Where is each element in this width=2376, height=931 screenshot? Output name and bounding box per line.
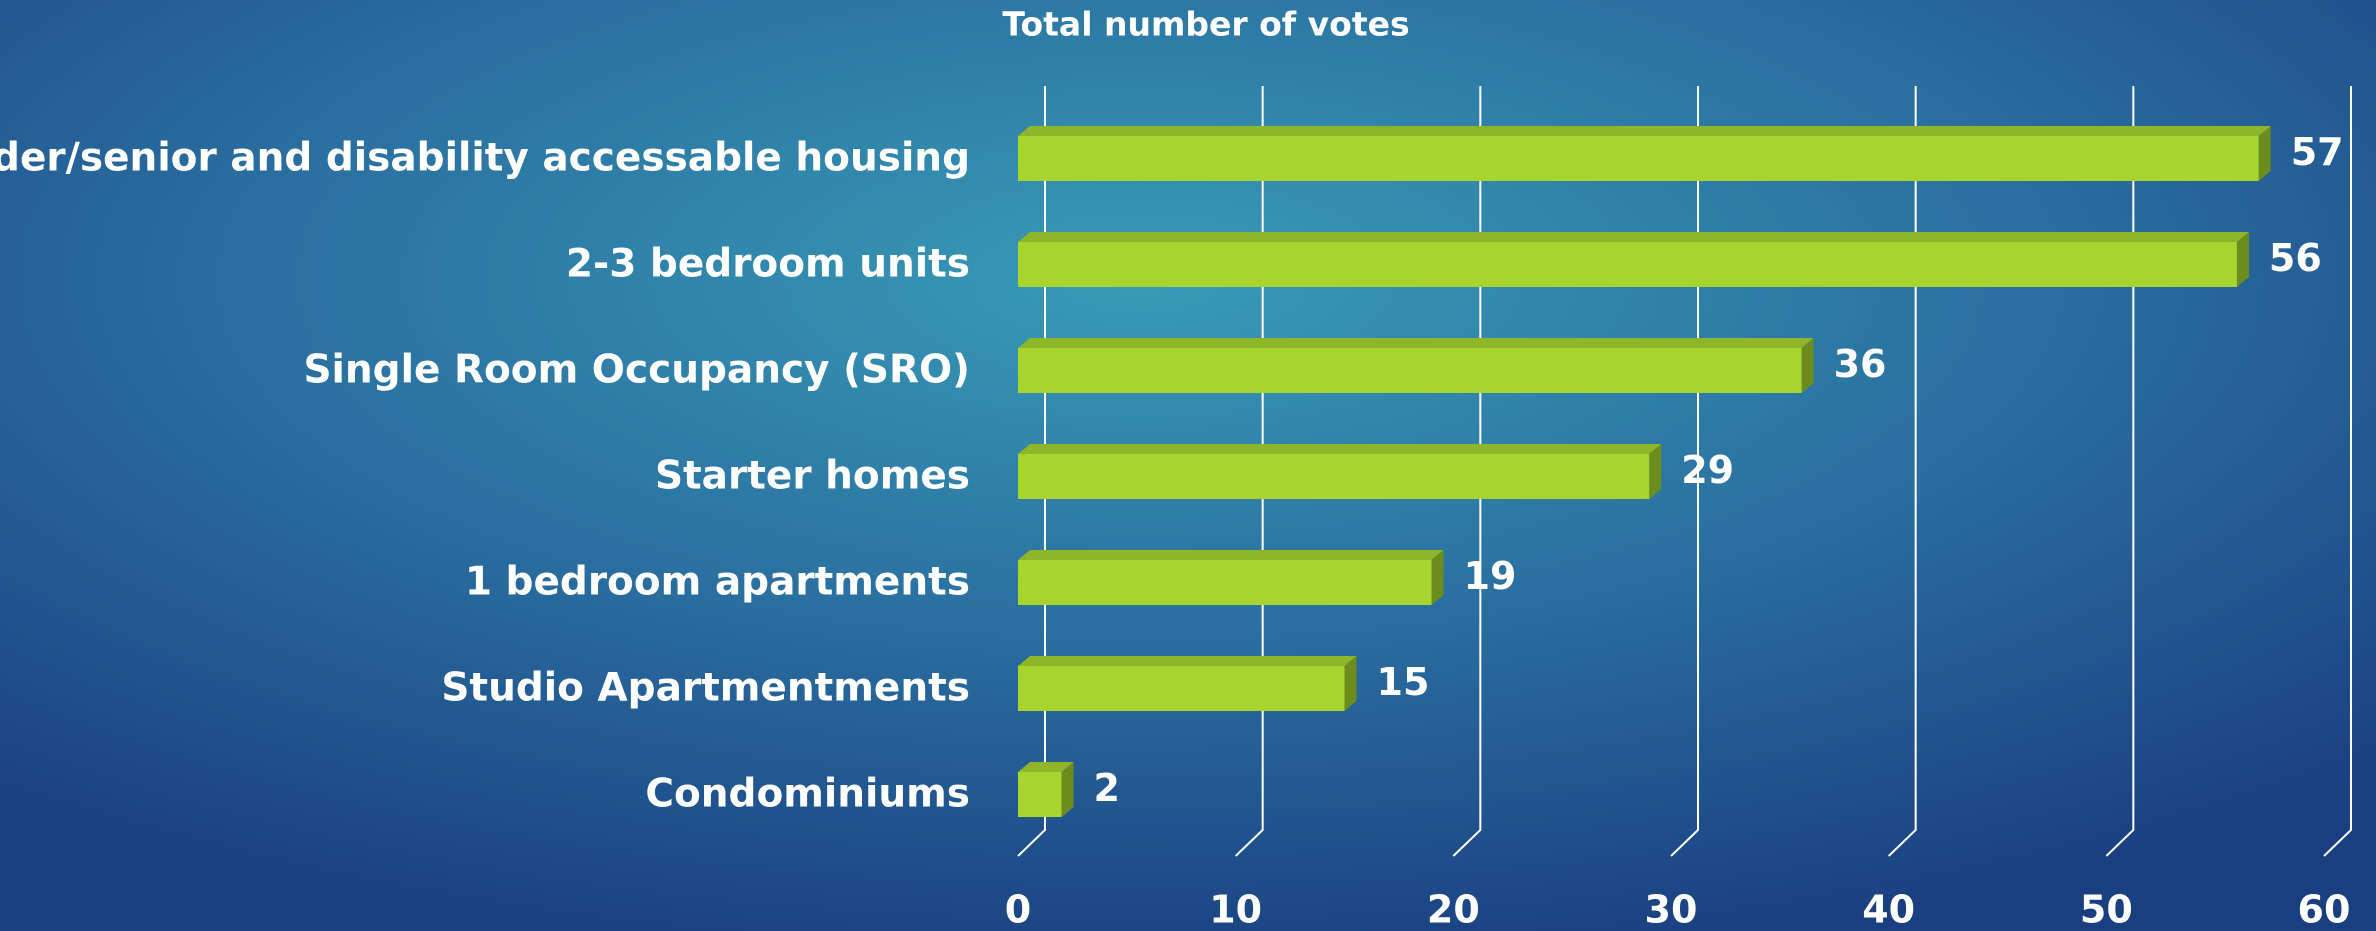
bar-side	[1061, 762, 1074, 817]
y-tick-label: Single Room Occupancy (SRO)	[303, 348, 970, 393]
bar-top	[1018, 126, 2271, 136]
y-tick-label: 1 bedroom apartments	[465, 560, 970, 605]
x-tick-label: 10	[1209, 888, 1262, 931]
bar	[1018, 348, 1802, 393]
grid-line	[1670, 86, 1699, 857]
value-label: 19	[1464, 554, 1517, 598]
grid-line	[2323, 86, 2352, 857]
bar-top	[1018, 762, 1074, 772]
grid-line	[1017, 86, 1046, 857]
bar	[1018, 560, 1432, 605]
bar-top	[1018, 338, 1814, 348]
x-tick-label: 50	[2080, 888, 2133, 931]
x-tick-label: 0	[1005, 888, 1031, 931]
grid-line	[1234, 86, 1264, 857]
bar	[1018, 454, 1650, 499]
value-label: 29	[1681, 448, 1734, 492]
value-label: 56	[2269, 236, 2322, 280]
grid-line	[1887, 86, 1917, 857]
chart-title: Total number of votes	[1002, 5, 1409, 44]
value-label: 2	[1094, 766, 1120, 810]
bar	[1018, 136, 2259, 181]
y-tick-label: Starter homes	[655, 454, 970, 499]
bar-side	[1344, 656, 1357, 711]
bar-top	[1018, 656, 1357, 666]
value-label: 57	[2291, 130, 2344, 174]
bar-top	[1018, 444, 1662, 454]
grid-line	[1452, 86, 1482, 857]
x-tick-label: 20	[1427, 888, 1480, 931]
bar-side	[2258, 126, 2271, 181]
bar	[1018, 242, 2237, 287]
grid-line	[2105, 86, 2135, 857]
bar-side	[1649, 444, 1662, 499]
value-label: 36	[1834, 342, 1887, 386]
y-tick-label: Condominiums	[645, 772, 970, 817]
bar-side	[1801, 338, 1814, 393]
bar-side	[2236, 232, 2249, 287]
x-tick-label: 40	[1862, 888, 1915, 931]
y-tick-label: Studio Apartmentments	[441, 666, 970, 711]
bar-top	[1018, 550, 1444, 560]
value-label: 15	[1377, 660, 1430, 704]
y-tick-label: 2-3 bedroom units	[566, 242, 970, 287]
bar-side	[1431, 550, 1444, 605]
bar	[1018, 666, 1345, 711]
y-tick-label: Elder/senior and disability accessable h…	[0, 136, 970, 181]
bar	[1018, 772, 1062, 817]
x-tick-label: 60	[2298, 888, 2351, 931]
x-tick-label: 30	[1645, 888, 1698, 931]
bar-top	[1018, 232, 2249, 242]
